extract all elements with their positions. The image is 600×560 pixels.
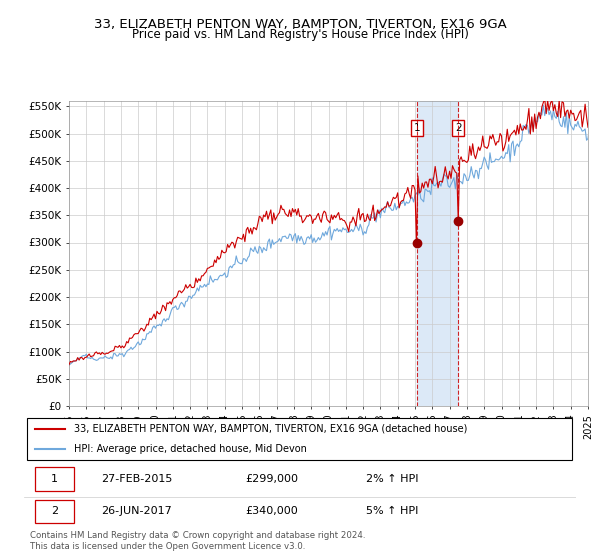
Bar [417,101,458,406]
FancyBboxPatch shape [35,500,74,523]
Text: HPI: Average price, detached house, Mid Devon: HPI: Average price, detached house, Mid … [74,444,307,454]
Text: Contains HM Land Registry data © Crown copyright and database right 2024.
This d: Contains HM Land Registry data © Crown c… [29,531,365,550]
Text: 33, ELIZABETH PENTON WAY, BAMPTON, TIVERTON, EX16 9GA: 33, ELIZABETH PENTON WAY, BAMPTON, TIVER… [94,18,506,31]
Text: 2% ↑ HPI: 2% ↑ HPI [366,474,419,484]
Text: £340,000: £340,000 [245,506,298,516]
Text: 27-FEB-2015: 27-FEB-2015 [101,474,173,484]
Text: 2: 2 [51,506,58,516]
Text: £299,000: £299,000 [245,474,298,484]
Text: 5% ↑ HPI: 5% ↑ HPI [366,506,419,516]
Text: 26-JUN-2017: 26-JUN-2017 [101,506,172,516]
Text: 33, ELIZABETH PENTON WAY, BAMPTON, TIVERTON, EX16 9GA (detached house): 33, ELIZABETH PENTON WAY, BAMPTON, TIVER… [74,424,467,434]
Text: Price paid vs. HM Land Registry's House Price Index (HPI): Price paid vs. HM Land Registry's House … [131,28,469,41]
FancyBboxPatch shape [35,468,74,491]
FancyBboxPatch shape [27,418,572,460]
Text: 1: 1 [51,474,58,484]
Text: 2: 2 [455,123,461,133]
Text: 1: 1 [414,123,421,133]
